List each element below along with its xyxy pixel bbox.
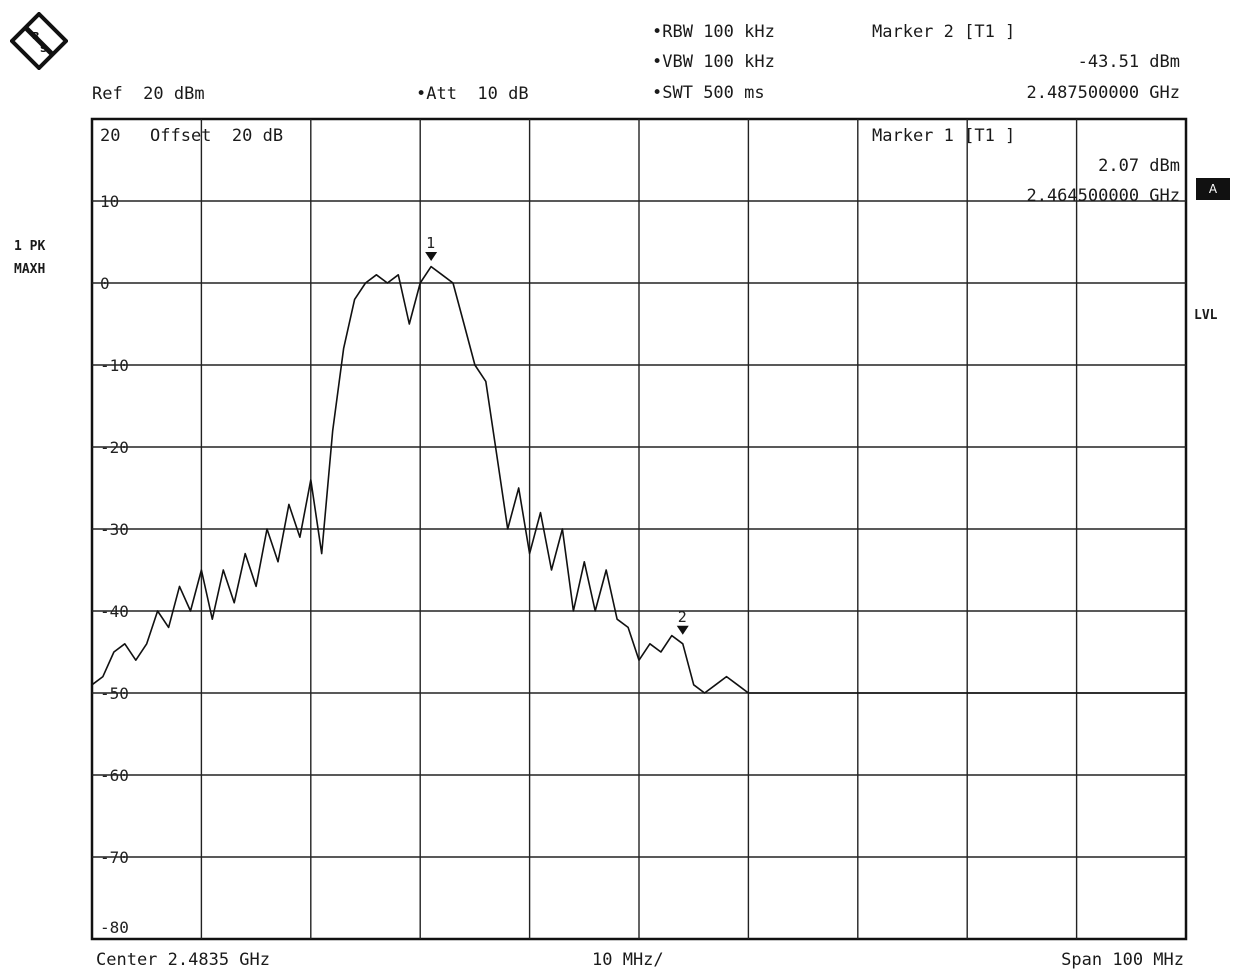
swt-setting: •SWT 500 ms xyxy=(652,83,765,103)
y-tick-label: -70 xyxy=(100,848,129,867)
marker1-frequency: 2.464500000 GHz xyxy=(1026,186,1180,206)
level-indicator: LVL xyxy=(1194,308,1218,323)
span-label: Span 100 MHz xyxy=(1061,950,1184,970)
y-tick-label: 0 xyxy=(100,274,110,293)
y-tick-label: -40 xyxy=(100,602,129,621)
y-tick-label: -30 xyxy=(100,520,129,539)
y-tick-label: -10 xyxy=(100,356,129,375)
trace-label-maxh: MAXH xyxy=(14,262,46,277)
marker-2-triangle xyxy=(676,625,689,635)
vbw-setting: •VBW 100 kHz xyxy=(652,52,775,72)
marker2-frequency: 2.487500000 GHz xyxy=(1026,83,1180,103)
marker-1-label: 1 xyxy=(426,234,435,252)
y-tick-label: -80 xyxy=(100,918,129,937)
top-grid-label: 20 xyxy=(100,126,141,146)
marker2-level: -43.51 dBm xyxy=(1077,52,1180,72)
spectrum-trace xyxy=(91,265,1186,694)
svg-text:S: S xyxy=(40,44,47,55)
offset-label: Offset 20 dB xyxy=(150,126,284,146)
y-tick-label: 10 xyxy=(100,192,119,211)
y-tick-label: -60 xyxy=(100,766,129,785)
marker1-level: 2.07 dBm xyxy=(1098,156,1180,176)
center-frequency: Center 2.4835 GHz xyxy=(96,950,270,970)
per-division: 10 MHz/ xyxy=(592,950,664,970)
rbw-setting: •RBW 100 kHz xyxy=(652,22,775,42)
logo-icon: R S xyxy=(10,12,68,70)
trace-label-pk: 1 PK xyxy=(14,239,46,254)
side-indicator-box: A xyxy=(1196,178,1230,200)
marker-2-label: 2 xyxy=(678,608,687,626)
svg-text:R: R xyxy=(32,31,40,42)
y-tick-label: -20 xyxy=(100,438,129,457)
marker1-title: Marker 1 [T1 ] xyxy=(872,126,1016,146)
attenuation: •Att 10 dB xyxy=(416,84,529,104)
ref-level: Ref 20 dBm xyxy=(92,84,205,104)
y-tick-label: -50 xyxy=(100,684,129,703)
marker2-title: Marker 2 [T1 ] xyxy=(872,22,1016,42)
marker-1-triangle xyxy=(425,252,438,262)
